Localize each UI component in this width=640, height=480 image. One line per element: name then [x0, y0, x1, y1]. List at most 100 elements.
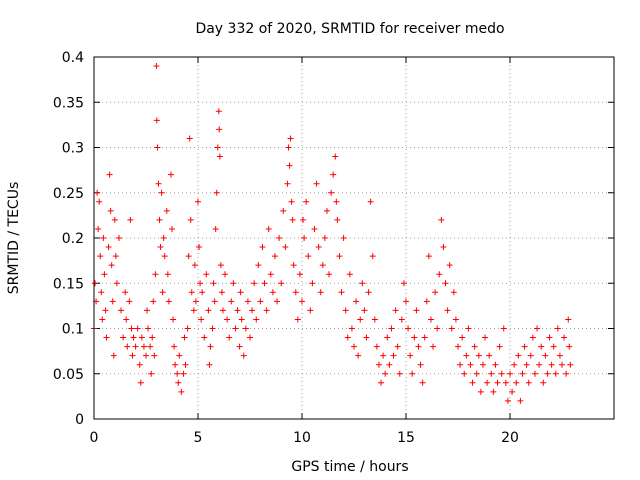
data-point	[136, 361, 143, 368]
data-point	[371, 316, 378, 323]
data-point	[561, 334, 568, 341]
data-point	[450, 289, 457, 296]
data-point	[333, 198, 340, 205]
data-point	[488, 370, 495, 377]
data-point	[563, 370, 570, 377]
data-point	[552, 370, 559, 377]
data-point	[205, 307, 212, 314]
data-point	[187, 216, 194, 223]
data-point	[232, 325, 239, 332]
data-point	[394, 343, 401, 350]
data-point	[201, 334, 208, 341]
data-point	[174, 370, 181, 377]
data-point	[504, 397, 511, 404]
data-point	[132, 343, 139, 350]
data-point	[413, 307, 420, 314]
data-point	[288, 198, 295, 205]
data-point	[421, 334, 428, 341]
data-point	[287, 135, 294, 142]
data-point	[307, 307, 314, 314]
data-point	[154, 144, 161, 151]
data-point	[206, 361, 213, 368]
data-point	[479, 361, 486, 368]
data-point	[180, 370, 187, 377]
data-point	[344, 334, 351, 341]
data-point	[482, 334, 489, 341]
data-point	[101, 271, 108, 278]
data-point	[359, 280, 366, 287]
data-point	[319, 262, 326, 269]
data-point	[540, 379, 547, 386]
data-point	[234, 307, 241, 314]
data-point	[102, 307, 109, 314]
data-point	[444, 307, 451, 314]
data-point	[409, 370, 416, 377]
data-point	[106, 171, 113, 178]
data-point	[203, 271, 210, 278]
data-point	[427, 316, 434, 323]
data-point	[490, 388, 497, 395]
data-point	[365, 289, 372, 296]
data-point	[380, 352, 387, 359]
data-point	[459, 334, 466, 341]
data-point	[425, 253, 432, 260]
data-point	[286, 162, 293, 169]
data-point	[527, 352, 534, 359]
data-point	[276, 235, 283, 241]
data-point	[263, 307, 270, 314]
data-point	[197, 280, 204, 287]
data-point	[457, 361, 464, 368]
data-point	[440, 244, 447, 251]
data-point	[155, 180, 162, 187]
data-point	[163, 207, 170, 214]
data-point	[237, 289, 244, 296]
data-point	[340, 235, 347, 241]
data-point	[278, 280, 285, 287]
data-point	[130, 334, 137, 341]
y-tick-label: 0.05	[53, 367, 84, 383]
data-point	[222, 271, 229, 278]
data-point	[419, 379, 426, 386]
data-point	[498, 370, 505, 377]
data-point	[165, 298, 172, 305]
data-point	[492, 361, 499, 368]
data-point	[161, 253, 168, 260]
data-point	[455, 343, 461, 350]
data-point	[388, 325, 395, 332]
data-point	[548, 361, 555, 368]
data-point	[137, 379, 144, 386]
data-point	[274, 298, 281, 305]
data-point	[242, 325, 249, 332]
data-point	[378, 379, 385, 386]
y-tick-label: 0.15	[53, 276, 84, 292]
data-point	[486, 352, 493, 359]
data-point	[192, 298, 199, 305]
data-point	[157, 244, 164, 251]
data-point	[134, 325, 141, 332]
data-point	[95, 225, 102, 232]
data-point	[185, 253, 192, 260]
data-point	[153, 117, 160, 124]
data-point	[386, 361, 393, 368]
data-point	[98, 289, 105, 296]
data-point	[186, 135, 193, 142]
data-point	[289, 216, 296, 223]
data-point	[546, 334, 553, 341]
data-point	[400, 280, 407, 287]
data-point	[403, 298, 409, 305]
data-point	[156, 216, 163, 223]
data-point	[255, 262, 262, 269]
data-point	[94, 189, 101, 196]
data-point	[107, 207, 114, 214]
data-point	[332, 153, 339, 160]
x-tick-label: 5	[194, 430, 203, 446]
data-point	[199, 289, 206, 296]
data-point	[176, 352, 183, 359]
data-point	[151, 352, 158, 359]
data-point	[167, 171, 174, 178]
data-point	[565, 316, 572, 323]
data-point	[396, 370, 403, 377]
data-point	[216, 153, 223, 160]
data-point	[217, 262, 224, 269]
